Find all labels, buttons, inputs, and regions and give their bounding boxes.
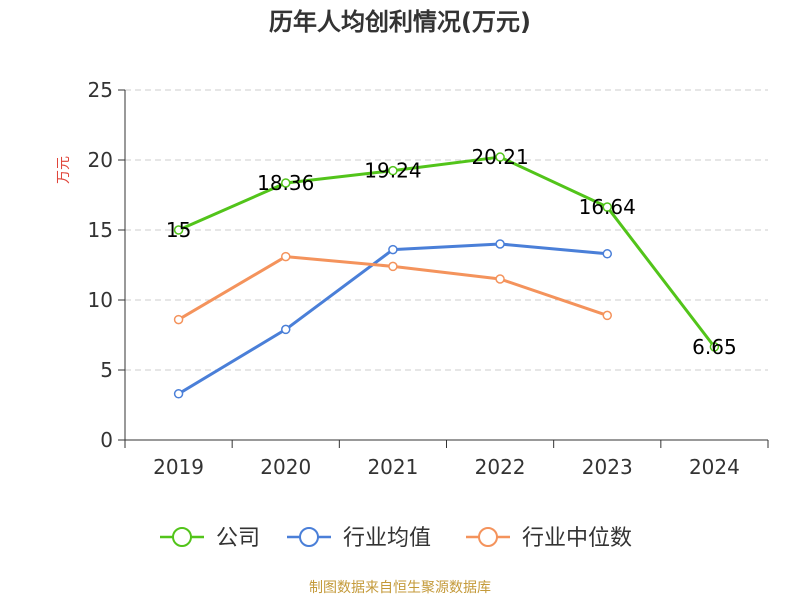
data-point bbox=[388, 165, 398, 176]
y-tick-label: 0 bbox=[100, 428, 113, 452]
x-tick-label: 2020 bbox=[260, 455, 311, 479]
data-label: 15 bbox=[166, 218, 191, 242]
data-point bbox=[173, 225, 184, 235]
gridlines bbox=[125, 89, 768, 371]
data-point bbox=[173, 389, 184, 399]
data-point bbox=[709, 342, 720, 352]
series-lines bbox=[173, 152, 720, 399]
data-point bbox=[173, 314, 184, 325]
y-tick-label: 15 bbox=[88, 218, 113, 242]
legend-marker bbox=[299, 527, 319, 547]
data-point bbox=[602, 249, 612, 259]
data-labels: 15 18.36 19.24 20.21 16.64 6.65 bbox=[166, 145, 737, 359]
y-tick-label: 25 bbox=[88, 78, 113, 102]
data-label: 6.65 bbox=[692, 335, 737, 359]
x-tick-label: 2022 bbox=[475, 455, 526, 479]
data-point bbox=[602, 310, 612, 321]
data-point bbox=[495, 274, 505, 284]
data-point bbox=[281, 324, 291, 335]
legend-label: 公司 bbox=[216, 526, 260, 551]
x-tick-label: 2021 bbox=[367, 455, 418, 479]
data-label: 16.64 bbox=[579, 195, 636, 219]
legend-marker bbox=[172, 527, 192, 547]
data-label: 18.36 bbox=[257, 171, 314, 195]
data-point bbox=[495, 152, 505, 162]
legend-label: 行业中位数 bbox=[522, 526, 632, 551]
source-footer: 制图数据来自恒生聚源数据库 bbox=[309, 580, 491, 596]
data-label: 19.24 bbox=[364, 159, 421, 183]
y-tick-label: 20 bbox=[88, 148, 113, 172]
data-point bbox=[602, 202, 612, 212]
legend-marker bbox=[478, 527, 498, 547]
y-axis-unit-label: 万元 bbox=[56, 156, 72, 184]
y-tick-label: 5 bbox=[100, 358, 113, 382]
data-point bbox=[281, 251, 291, 262]
x-tick-label: 2023 bbox=[582, 455, 633, 479]
chart-title: 历年人均创利情况(万元) bbox=[269, 8, 531, 36]
x-tick-label: 2024 bbox=[689, 455, 740, 479]
legend: 公司 行业均值 行业中位数 bbox=[160, 526, 632, 551]
axes: 0 5 10 15 20 25 2019 2020 2021 2022 2023 2024 万元 bbox=[56, 78, 769, 479]
y-tick-label: 10 bbox=[88, 288, 113, 312]
x-tick-label: 2019 bbox=[153, 455, 204, 479]
data-label: 20.21 bbox=[471, 145, 528, 169]
series-line bbox=[177, 155, 716, 349]
data-point bbox=[388, 261, 398, 272]
data-point bbox=[281, 178, 291, 188]
data-point bbox=[388, 244, 398, 255]
data-point bbox=[495, 239, 505, 249]
legend-label: 行业均值 bbox=[343, 526, 431, 551]
